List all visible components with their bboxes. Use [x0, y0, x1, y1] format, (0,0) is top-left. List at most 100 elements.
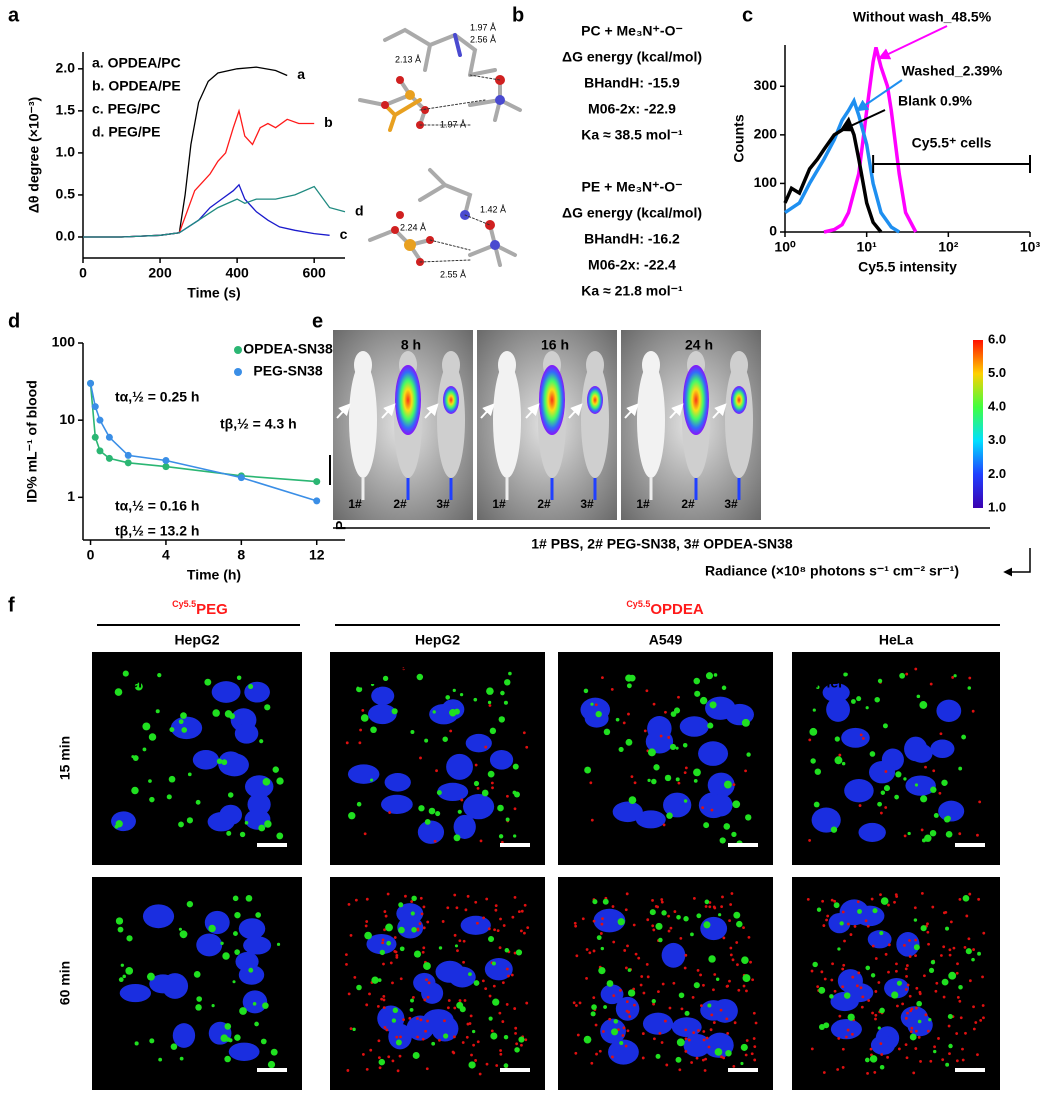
- red-signal: [382, 1006, 386, 1010]
- red-signal: [384, 914, 388, 918]
- red-signal: [640, 975, 644, 978]
- red-signal: [421, 950, 425, 954]
- signal: [539, 365, 565, 435]
- group-header: Cy5.5PEG: [172, 599, 228, 618]
- red-signal: [347, 902, 351, 906]
- red-signal: [722, 936, 726, 940]
- lysosome: [411, 927, 417, 933]
- lysosome: [459, 1006, 466, 1013]
- red-signal: [979, 1018, 983, 1022]
- red-signal: [344, 953, 348, 957]
- lysosome: [195, 799, 201, 805]
- y-tick-label: 0: [769, 223, 777, 239]
- red-signal: [416, 928, 420, 932]
- red-signal: [931, 905, 935, 909]
- red-signal: [513, 895, 517, 899]
- lysosome: [626, 683, 632, 689]
- red-signal: [381, 941, 385, 945]
- lysosome: [454, 708, 460, 715]
- red-signal: [426, 995, 430, 999]
- nucleus: [207, 812, 235, 832]
- nucleus: [870, 1035, 896, 1055]
- red-signal: [361, 1053, 365, 1056]
- red-signal: [354, 898, 358, 902]
- red-signal: [897, 1047, 901, 1051]
- nucleus: [712, 998, 738, 1023]
- red-signal: [906, 983, 910, 987]
- bond-distance: 2.24 Å: [400, 222, 426, 232]
- lysosome: [746, 752, 751, 757]
- x-tick-label: 8: [237, 547, 245, 563]
- lysosome: [398, 902, 404, 908]
- red-signal: [838, 753, 842, 757]
- red-signal: [692, 897, 696, 900]
- red-signal: [447, 999, 451, 1002]
- red-signal: [982, 931, 986, 935]
- lysosome: [872, 908, 878, 914]
- lysosome: [919, 701, 928, 709]
- lysosome: [977, 951, 981, 956]
- red-signal: [874, 1013, 878, 1017]
- lysosome: [816, 907, 822, 912]
- red-signal: [610, 687, 614, 691]
- lysosome: [472, 1029, 476, 1034]
- red-signal: [903, 834, 907, 838]
- red-signal: [697, 1029, 700, 1032]
- lysosome: [948, 1043, 953, 1049]
- red-signal: [951, 676, 955, 679]
- red-signal: [484, 987, 488, 991]
- nucleus: [111, 811, 136, 832]
- red-signal: [353, 975, 357, 979]
- red-signal: [753, 1045, 757, 1049]
- red-signal: [458, 939, 462, 943]
- red-signal: [914, 1029, 918, 1033]
- lysosome: [693, 779, 698, 783]
- legend-arrow: [839, 109, 886, 132]
- red-signal: [446, 906, 450, 910]
- red-signal: [423, 998, 427, 1002]
- lysosome: [704, 899, 710, 905]
- lysosome: [518, 1036, 525, 1043]
- x-axis-title: Time (h): [187, 567, 241, 583]
- lysosome: [453, 834, 461, 842]
- lysosome: [391, 1018, 397, 1023]
- red-signal: [599, 932, 603, 935]
- red-signal: [623, 949, 627, 952]
- red-signal: [476, 786, 480, 790]
- lysosome: [379, 949, 385, 956]
- red-signal: [822, 1071, 826, 1074]
- lysosome: [196, 996, 203, 1002]
- lysosome: [856, 696, 862, 702]
- bond-distance: 2.13 Å: [395, 54, 421, 64]
- red-signal: [612, 940, 616, 944]
- x-tick-label: 200: [148, 265, 172, 281]
- red-signal: [663, 1019, 667, 1023]
- red-signal: [585, 948, 589, 951]
- red-signal: [831, 962, 834, 966]
- red-signal: [625, 1000, 629, 1004]
- lysosome: [435, 810, 441, 817]
- red-signal: [742, 984, 746, 988]
- y-tick-label: 10: [59, 411, 75, 427]
- lysosome: [714, 1048, 723, 1056]
- lysosome: [683, 916, 689, 922]
- nucleus: [867, 930, 892, 949]
- y-tick-label: 1.5: [56, 102, 76, 118]
- red-signal: [849, 933, 853, 936]
- lysosome: [118, 977, 124, 983]
- nucleus: [584, 709, 609, 728]
- red-signal: [904, 1043, 908, 1047]
- red-signal: [511, 915, 515, 919]
- red-signal: [347, 992, 351, 996]
- red-signal: [501, 981, 505, 985]
- red-signal: [726, 1031, 730, 1035]
- red-signal: [498, 946, 502, 950]
- red-signal: [703, 1069, 707, 1072]
- row-label: 60 min: [57, 961, 73, 1005]
- series-line: [83, 183, 330, 238]
- lysosome: [864, 1057, 870, 1063]
- red-signal: [598, 1049, 602, 1053]
- data-point: [162, 463, 170, 471]
- lysosome: [220, 941, 224, 945]
- lysosome: [424, 738, 429, 743]
